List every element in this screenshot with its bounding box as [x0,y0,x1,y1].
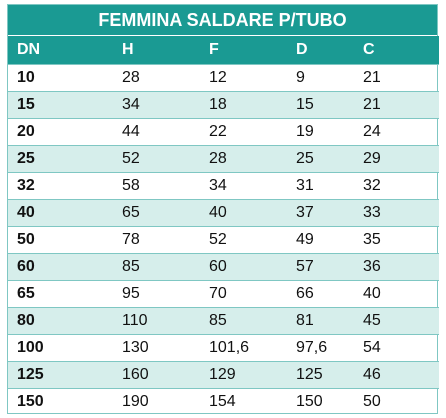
table-row: 32 58 34 31 32 [8,171,439,199]
cell-h: 65 [113,198,200,226]
cell-dn: 150 [8,387,113,415]
cell-c: 21 [354,63,439,91]
cell-c: 45 [354,306,439,334]
cell-dn: 10 [8,63,113,91]
cell-dn: 50 [8,225,113,253]
dimension-table: FEMMINA SALDARE P/TUBO DN H F D C 10 28 12… [7,4,439,415]
cell-f: 22 [200,117,287,145]
cell-f: 12 [200,63,287,91]
column-header-dn: DN [8,36,113,64]
cell-f: 85 [200,306,287,334]
cell-f: 154 [200,387,287,415]
cell-f: 101,6 [200,333,287,361]
cell-dn: 65 [8,279,113,307]
cell-f: 70 [200,279,287,307]
table-body: 10 28 12 9 21 15 34 18 15 21 20 44 22 19 24 25 52 28 25 29 3… [8,63,439,415]
cell-dn: 15 [8,90,113,118]
table-row: 80 110 85 81 45 [8,306,439,334]
cell-d: 19 [287,117,354,145]
cell-h: 34 [113,90,200,118]
cell-dn: 100 [8,333,113,361]
table-row: 25 52 28 25 29 [8,144,439,172]
cell-dn: 25 [8,144,113,172]
cell-h: 95 [113,279,200,307]
column-header-h: H [113,36,200,64]
cell-d: 57 [287,252,354,280]
cell-dn: 60 [8,252,113,280]
dimension-grid: DN H F D C 10 28 12 9 21 15 34 18 15 21 20 44 22 19 24… [8,36,439,415]
table-row: 10 28 12 9 21 [8,63,439,91]
column-header-f: F [200,36,287,64]
cell-d: 81 [287,306,354,334]
cell-d: 31 [287,171,354,199]
cell-f: 18 [200,90,287,118]
table-row: 15 34 18 15 21 [8,90,439,118]
cell-dn: 40 [8,198,113,226]
cell-c: 36 [354,252,439,280]
cell-dn: 80 [8,306,113,334]
table-row: 50 78 52 49 35 [8,225,439,253]
cell-c: 54 [354,333,439,361]
table-row: 60 85 60 57 36 [8,252,439,280]
cell-h: 85 [113,252,200,280]
cell-dn: 125 [8,360,113,388]
header-row: DN H F D C [8,36,439,64]
cell-f: 28 [200,144,287,172]
cell-h: 130 [113,333,200,361]
cell-h: 190 [113,387,200,415]
table-title: FEMMINA SALDARE P/TUBO [8,5,437,36]
cell-c: 50 [354,387,439,415]
cell-h: 58 [113,171,200,199]
cell-c: 35 [354,225,439,253]
table-row: 125 160 129 125 46 [8,360,439,388]
cell-f: 52 [200,225,287,253]
cell-d: 66 [287,279,354,307]
cell-h: 44 [113,117,200,145]
table-row: 20 44 22 19 24 [8,117,439,145]
cell-f: 34 [200,171,287,199]
column-header-d: D [287,36,354,64]
cell-c: 46 [354,360,439,388]
cell-d: 125 [287,360,354,388]
cell-dn: 20 [8,117,113,145]
cell-c: 40 [354,279,439,307]
cell-f: 60 [200,252,287,280]
cell-f: 129 [200,360,287,388]
cell-c: 32 [354,171,439,199]
cell-d: 150 [287,387,354,415]
cell-d: 25 [287,144,354,172]
cell-c: 33 [354,198,439,226]
cell-c: 24 [354,117,439,145]
cell-dn: 32 [8,171,113,199]
table-row: 40 65 40 37 33 [8,198,439,226]
cell-d: 97,6 [287,333,354,361]
column-header-c: C [354,36,439,64]
cell-h: 28 [113,63,200,91]
table-row: 65 95 70 66 40 [8,279,439,307]
cell-d: 37 [287,198,354,226]
cell-d: 9 [287,63,354,91]
cell-c: 29 [354,144,439,172]
cell-d: 15 [287,90,354,118]
table-row: 100 130 101,6 97,6 54 [8,333,439,361]
cell-c: 21 [354,90,439,118]
table-row: 150 190 154 150 50 [8,387,439,415]
cell-h: 160 [113,360,200,388]
cell-h: 110 [113,306,200,334]
cell-f: 40 [200,198,287,226]
cell-d: 49 [287,225,354,253]
cell-h: 78 [113,225,200,253]
cell-h: 52 [113,144,200,172]
